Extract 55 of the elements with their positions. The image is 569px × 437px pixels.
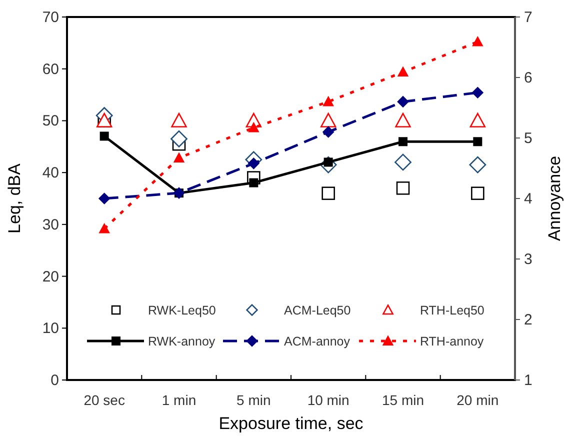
- legend-label: RTH-annoy: [420, 334, 484, 348]
- point: [472, 36, 483, 46]
- y2-tick-label: 1: [524, 372, 532, 389]
- x-tick-label: 1 min: [162, 392, 196, 408]
- point: [394, 154, 412, 171]
- point: [320, 112, 336, 128]
- point: [170, 130, 188, 148]
- y2-tick-label: 6: [524, 70, 532, 86]
- y-tick-label: 50: [42, 112, 59, 130]
- y2-tick-label: 7: [524, 9, 532, 26]
- y-tick-label: 30: [42, 216, 59, 234]
- point: [398, 66, 408, 77]
- legend-label: RWK-Leq50: [148, 304, 216, 318]
- point: [248, 158, 260, 170]
- x-tick-label: 15 min: [382, 392, 424, 408]
- legend-label: ACM-Leq50: [284, 304, 351, 318]
- point: [472, 86, 484, 98]
- point: [248, 122, 259, 132]
- y2-tick-label: 4: [524, 190, 532, 208]
- y-tick-label: 0: [50, 372, 59, 389]
- point: [98, 192, 110, 204]
- y-tick-label: 20: [42, 268, 59, 286]
- point: [100, 132, 109, 141]
- point: [322, 186, 335, 200]
- point: [99, 223, 110, 234]
- point: [470, 112, 486, 128]
- legend-label: RTH-Leq50: [420, 304, 484, 318]
- point: [398, 137, 408, 146]
- x-tick-label: 5 min: [236, 392, 271, 408]
- legend-label: RWK-annoy: [148, 334, 216, 348]
- point: [323, 96, 334, 106]
- x-axis-title: Exposure time, sec: [218, 414, 364, 433]
- point: [471, 186, 484, 200]
- y-tick-label: 70: [42, 9, 59, 26]
- point: [395, 112, 411, 128]
- x-tick-label: 10 min: [307, 392, 350, 408]
- x-tick-label: 20 min: [456, 392, 499, 408]
- y-tick-label: 60: [42, 60, 59, 78]
- point: [473, 137, 482, 146]
- y-tick-label: 40: [42, 164, 59, 182]
- point: [322, 126, 334, 138]
- point: [174, 152, 184, 162]
- y2-tick-label: 2: [524, 312, 532, 328]
- y2-axis-title: Annoyance: [545, 156, 564, 242]
- x-tick-label: 20 sec: [84, 392, 125, 408]
- y2-tick-label: 5: [524, 130, 532, 147]
- point: [171, 112, 187, 128]
- legend-label: ACM-annoy: [284, 334, 351, 348]
- point: [469, 156, 486, 174]
- point: [397, 96, 409, 108]
- point: [249, 178, 258, 188]
- y-tick-label: 10: [42, 320, 59, 338]
- point: [396, 181, 410, 195]
- y-axis-title: Leq, dBA: [5, 162, 24, 234]
- y2-tick-label: 3: [524, 251, 532, 268]
